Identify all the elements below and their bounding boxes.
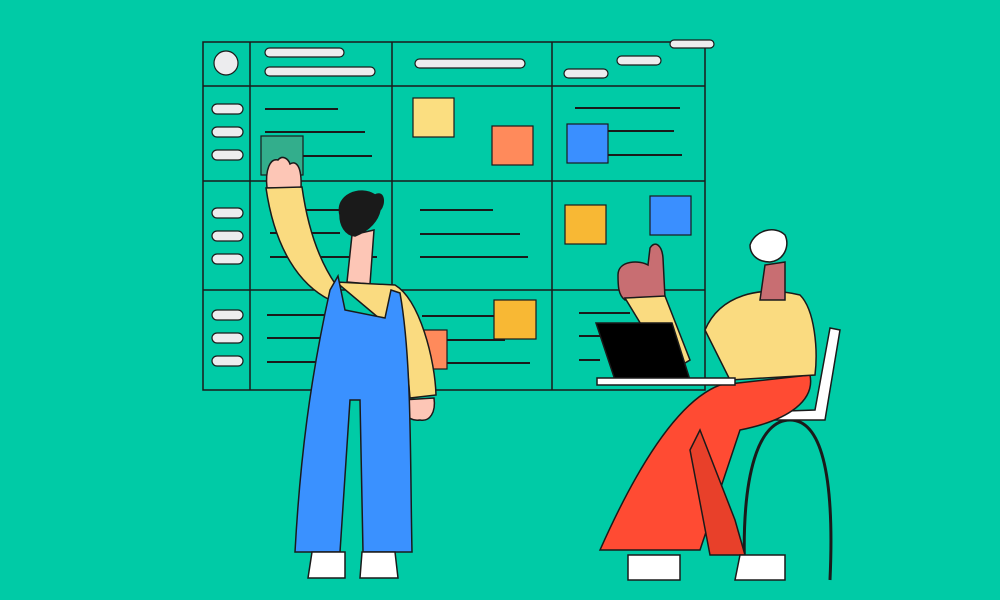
laptop-base	[596, 377, 736, 386]
sticky-note-yellow	[412, 97, 455, 138]
sticky-note-blue-2	[649, 195, 692, 236]
sticky-notes	[260, 97, 692, 370]
person-standing	[265, 156, 437, 579]
sticky-note-orange	[491, 125, 534, 166]
person-seated	[594, 229, 841, 581]
row-label-pills	[211, 103, 244, 367]
sticky-note-amber-2	[493, 299, 537, 340]
sticky-note-amber	[564, 204, 607, 245]
board-header-pills	[213, 39, 715, 79]
sticky-note-blue	[566, 123, 609, 164]
avatar-circle	[213, 50, 239, 76]
